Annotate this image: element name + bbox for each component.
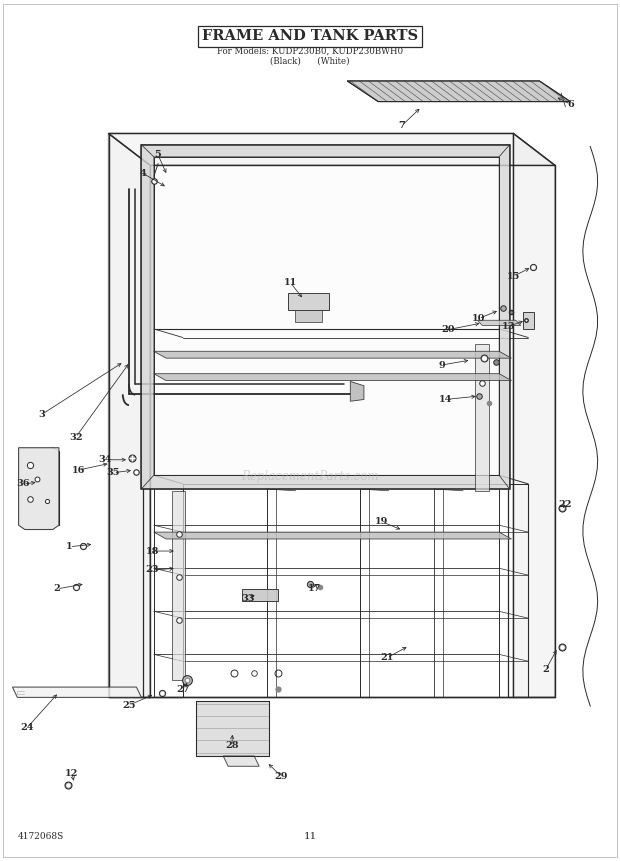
Text: 33: 33 xyxy=(241,594,255,603)
Polygon shape xyxy=(475,344,489,491)
Text: 24: 24 xyxy=(20,723,34,732)
Text: 19: 19 xyxy=(375,517,389,526)
Text: 29: 29 xyxy=(275,772,288,781)
Text: ReplacementParts.com: ReplacementParts.com xyxy=(241,470,379,484)
Polygon shape xyxy=(513,133,555,697)
Text: 17: 17 xyxy=(308,585,322,593)
Text: 4: 4 xyxy=(140,169,146,177)
Text: 14: 14 xyxy=(438,395,452,404)
Polygon shape xyxy=(154,374,511,381)
Polygon shape xyxy=(154,157,499,475)
Text: 9: 9 xyxy=(438,361,445,369)
Text: 2: 2 xyxy=(542,666,549,674)
Text: 12: 12 xyxy=(65,769,79,777)
Polygon shape xyxy=(499,145,510,489)
Text: 34: 34 xyxy=(99,455,112,464)
Text: 7: 7 xyxy=(399,121,405,130)
Text: (Black)      (White): (Black) (White) xyxy=(270,57,350,65)
Text: 2: 2 xyxy=(54,585,60,593)
Polygon shape xyxy=(350,381,364,401)
Text: 1: 1 xyxy=(66,542,73,551)
Text: 10: 10 xyxy=(472,314,485,323)
Polygon shape xyxy=(288,293,329,310)
Text: 6: 6 xyxy=(567,100,574,108)
Text: 13: 13 xyxy=(502,322,515,331)
Polygon shape xyxy=(141,145,154,489)
Polygon shape xyxy=(141,145,510,157)
Text: 22: 22 xyxy=(559,500,572,509)
Polygon shape xyxy=(242,589,278,601)
Polygon shape xyxy=(294,310,322,322)
Text: 16: 16 xyxy=(71,466,85,474)
Text: 15: 15 xyxy=(507,272,520,281)
Text: 25: 25 xyxy=(122,701,136,709)
Polygon shape xyxy=(477,320,521,325)
Polygon shape xyxy=(523,312,534,329)
Text: 4172068S: 4172068S xyxy=(17,833,64,841)
Polygon shape xyxy=(108,133,150,697)
Text: 21: 21 xyxy=(380,653,394,662)
Text: 18: 18 xyxy=(146,547,159,555)
Text: 11: 11 xyxy=(303,833,317,841)
Polygon shape xyxy=(12,687,141,697)
Polygon shape xyxy=(141,475,510,489)
Polygon shape xyxy=(154,351,511,358)
Polygon shape xyxy=(108,133,555,165)
Polygon shape xyxy=(19,448,59,530)
Polygon shape xyxy=(347,81,570,102)
Text: For Models: KUDP230B0, KUDP230BWH0: For Models: KUDP230B0, KUDP230BWH0 xyxy=(217,47,403,56)
Text: 5: 5 xyxy=(155,151,161,159)
Polygon shape xyxy=(223,756,259,766)
Text: 28: 28 xyxy=(225,741,239,750)
Text: 3: 3 xyxy=(39,410,45,418)
Text: 36: 36 xyxy=(17,480,30,488)
Polygon shape xyxy=(172,491,185,680)
Polygon shape xyxy=(154,532,511,539)
Text: 35: 35 xyxy=(107,468,120,477)
Text: 11: 11 xyxy=(283,278,297,287)
Text: FRAME AND TANK PARTS: FRAME AND TANK PARTS xyxy=(202,29,418,43)
Text: 20: 20 xyxy=(441,325,454,334)
Text: 27: 27 xyxy=(177,685,190,694)
Polygon shape xyxy=(196,701,269,756)
Text: 23: 23 xyxy=(146,566,159,574)
Text: 32: 32 xyxy=(69,433,82,442)
